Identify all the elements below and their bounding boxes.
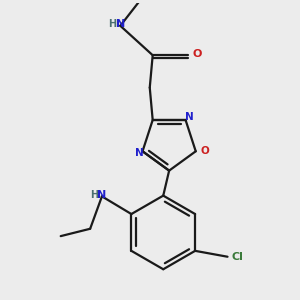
- Text: O: O: [192, 50, 202, 59]
- Text: Cl: Cl: [231, 252, 243, 262]
- Text: N: N: [97, 190, 106, 200]
- Text: N: N: [185, 112, 194, 122]
- Text: N: N: [116, 19, 125, 29]
- Text: O: O: [200, 146, 209, 155]
- Text: H: H: [90, 190, 98, 200]
- Text: N: N: [135, 148, 144, 158]
- Text: H: H: [108, 19, 116, 29]
